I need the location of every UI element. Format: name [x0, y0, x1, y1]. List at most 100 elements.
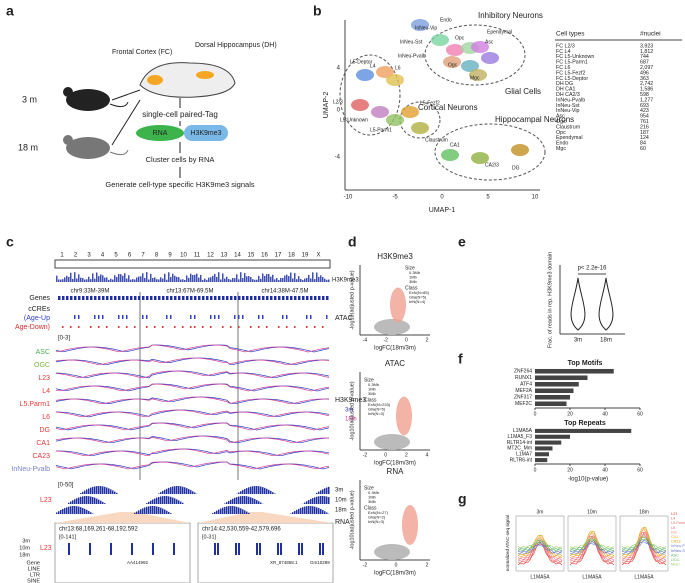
axis-title: -log10(p-value)	[568, 477, 608, 483]
label: Size	[405, 265, 415, 271]
genome-signal	[80, 277, 82, 282]
rna-signal	[194, 492, 196, 494]
rna-signal	[256, 486, 258, 494]
genome-signal	[218, 272, 220, 282]
ccre-mark	[170, 315, 172, 319]
rna-signal	[254, 499, 256, 504]
rna-signal	[324, 511, 326, 514]
rna-signal	[242, 509, 244, 514]
table-cell: 2,097	[640, 65, 653, 71]
cluster-label: InNeu-Sst	[400, 39, 423, 45]
rna-signal	[162, 496, 164, 504]
genome-signal	[106, 277, 108, 282]
genome-signal	[162, 278, 164, 282]
rna-signal	[252, 498, 254, 504]
genome-signal	[310, 278, 312, 282]
ccre-mark	[310, 315, 312, 319]
rna-signal	[176, 499, 178, 504]
umap-cluster	[411, 19, 429, 31]
rna-signal	[304, 506, 306, 514]
rna-signal	[84, 508, 86, 514]
rna-signal	[314, 506, 316, 514]
table-cell: 761	[640, 119, 649, 125]
curve	[621, 536, 667, 566]
label: ExN(N=85)	[409, 290, 430, 295]
track-label: L6	[42, 414, 50, 421]
legend-label: L23	[671, 512, 677, 516]
umap-cluster	[376, 66, 394, 78]
rna-signal	[154, 498, 156, 504]
ccre-mark	[74, 315, 76, 319]
table-cell: 1,586	[640, 87, 653, 93]
cluster-label: InNeu-Pvalb	[398, 53, 426, 59]
plot-frame	[567, 515, 617, 572]
track-label: L5.Parm1	[20, 401, 50, 408]
genome-signal	[90, 279, 92, 282]
rna-signal	[182, 486, 184, 494]
genome-signal	[82, 278, 84, 282]
label: 3m	[345, 408, 353, 414]
genome-signal	[256, 279, 258, 282]
genome-signal	[246, 276, 248, 282]
genome-signal	[92, 273, 94, 282]
rna-signal	[150, 506, 152, 514]
y-tick-label: RUNX1	[515, 375, 532, 381]
bar	[535, 458, 548, 463]
rna-signal	[68, 506, 70, 514]
zoom-wedge	[198, 512, 333, 523]
point-cloud	[374, 319, 410, 335]
curve	[569, 537, 614, 564]
rna-signal	[298, 508, 300, 514]
label: H3K9me3	[190, 130, 221, 137]
gene-mark	[118, 296, 121, 300]
genome-signal	[70, 272, 72, 282]
rna-signal	[166, 496, 168, 504]
rna-signal	[258, 486, 260, 494]
ccre-mark	[218, 315, 220, 319]
signal-track	[55, 409, 330, 418]
rna-signal	[232, 506, 234, 514]
genome-signal	[76, 278, 78, 282]
gene-mark	[174, 296, 177, 300]
rna-signal	[76, 498, 78, 504]
rna-signal	[320, 496, 322, 504]
x-tick-label: -4	[363, 337, 368, 343]
rna-signal	[86, 496, 88, 504]
label: 1Mb	[409, 275, 418, 280]
plot-title: H3K9me3	[377, 252, 413, 261]
rna-signal	[302, 507, 304, 514]
gene-mark	[234, 296, 237, 300]
ccre-mark	[278, 326, 280, 328]
ccre-mark	[194, 315, 196, 319]
gene-mark	[130, 296, 133, 300]
axis-title: Frac. of reads in rep. H3K9me3 domain	[547, 252, 553, 348]
rna-signal	[58, 511, 60, 514]
rna-signal	[320, 490, 322, 494]
gene-mark	[134, 296, 137, 300]
rna-signal	[254, 486, 256, 494]
rna-signal	[70, 506, 72, 514]
rna-signal	[308, 506, 310, 514]
bar	[535, 381, 579, 387]
signal-track	[55, 435, 330, 444]
rna-signal	[172, 497, 174, 504]
ccre-mark	[62, 326, 64, 328]
rna-signal	[318, 496, 320, 504]
label: Genes	[29, 295, 50, 302]
violin	[598, 277, 614, 331]
rna-signal	[80, 493, 82, 494]
rna-signal	[226, 506, 228, 514]
region-label: chr13:68,169,261-68,192,592	[59, 527, 138, 533]
bar	[535, 401, 567, 407]
region-label: chr13:67M-69.5M	[166, 289, 213, 295]
genome-signal	[146, 272, 148, 282]
x-tick-label: 5	[486, 195, 490, 201]
rna-signal	[328, 497, 330, 504]
ccre-mark	[234, 315, 236, 319]
gene-mark	[106, 296, 109, 300]
y-tick-label: 0	[337, 108, 341, 114]
rna-signal	[106, 487, 108, 494]
table-cell: 187	[640, 130, 649, 136]
rna-signal	[104, 486, 106, 494]
ccre-mark	[210, 315, 212, 319]
